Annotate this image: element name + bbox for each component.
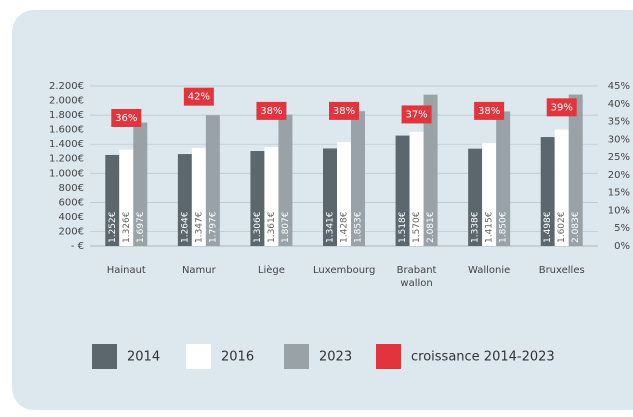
y-tick-label: 1.800€ [49,110,84,121]
bar [482,143,497,246]
bar [554,129,569,246]
legend-label: 2016 [221,350,254,365]
bar [278,114,293,246]
y-tick-label: 1.200€ [49,154,84,165]
y-tick-label: 200€ [59,226,84,237]
bar [205,115,220,247]
bar [133,122,148,246]
y-tick-label: 800€ [59,183,84,194]
value-label: 1.361€ [267,211,277,243]
legend-swatch [92,344,117,369]
growth-marker [401,105,432,124]
y-tick-label: 1.600€ [49,125,84,136]
value-label: 1.326€ [122,211,132,243]
bar [540,137,555,246]
bar [395,135,410,246]
bar [468,148,483,246]
value-label: 1.252€ [108,211,118,243]
growth-label: 36% [115,113,137,124]
y-tick-label: 400€ [59,212,84,223]
value-label: 1.415€ [485,211,495,243]
bar [423,94,438,247]
growth-label: 37% [405,109,427,120]
bar [191,148,206,246]
x-tick-label: Wallonie [467,265,511,276]
bar [323,148,337,246]
growth-marker [256,101,287,120]
x-tick-label: Namur [181,265,216,276]
y-tick-label: 1.000€ [49,168,84,179]
bar [351,111,365,247]
y2-tick-label: 30% [608,134,630,145]
bar [264,147,279,246]
bar [568,94,583,246]
growth-marker [546,98,577,117]
x-tick-label: Brabant wallon [396,265,437,289]
growth-label: 42% [188,92,210,103]
bar [409,131,424,246]
bar [177,154,192,246]
bar [250,151,265,246]
growth-label: 38% [260,106,282,117]
legend-label: croissance 2014-2023 [411,350,555,365]
value-label: 1.853€ [354,211,364,243]
value-label: 1.341€ [326,211,336,243]
x-tick-label: Liège [257,265,285,276]
value-label: 1.518€ [398,211,408,243]
bar [105,154,120,246]
x-tick-label: Luxembourg [313,265,376,276]
y-tick-label: 600€ [59,197,84,208]
y2-tick-label: 25% [608,152,630,163]
value-label: 1.570€ [412,211,422,243]
y2-tick-label: 10% [608,205,630,216]
y2-tick-label: 45% [608,81,630,92]
bar [337,142,351,246]
bar [119,149,134,246]
y-tick-label: - € [71,241,84,252]
y2-tick-label: 35% [608,117,630,128]
growth-marker [183,87,214,106]
y2-tick-label: 0% [614,241,630,252]
value-label: 2.081€ [426,211,436,243]
y2-tick-label: 15% [608,188,630,199]
bar [496,111,511,246]
x-tick-label: Hainaut [106,265,146,276]
value-label: 1.347€ [194,211,204,243]
value-label: 1.697€ [136,211,146,243]
growth-marker [111,109,142,127]
value-label: 1.306€ [253,211,263,243]
growth-label: 38% [478,106,500,117]
legend-label: 2023 [319,350,352,365]
value-label: 1.338€ [471,211,481,243]
value-label: 1.850€ [499,211,509,243]
growth-marker [474,101,505,120]
legend-swatch [186,344,211,369]
y2-tick-label: 20% [608,170,630,181]
y2-tick-label: 40% [608,99,630,110]
y-tick-label: 1.400€ [49,139,84,150]
value-label: 1.264€ [180,211,190,243]
y-tick-label: 2.000€ [49,96,84,107]
legend-swatch [376,344,401,369]
value-label: 1.797€ [208,211,218,243]
growth-label: 39% [551,102,573,113]
value-label: 2.083€ [571,211,581,243]
legend-swatch [284,344,309,369]
x-tick-label: Bruxelles [538,265,585,276]
y2-tick-label: 5% [614,223,630,234]
value-label: 1.498€ [543,211,553,243]
growth-label: 38% [333,106,355,117]
value-label: 1.428€ [340,211,350,243]
y-tick-label: 2.200€ [49,81,84,92]
value-label: 1.602€ [557,211,567,243]
legend-label: 2014 [127,350,160,365]
value-label: 1.807€ [281,211,291,243]
growth-marker [329,101,359,120]
